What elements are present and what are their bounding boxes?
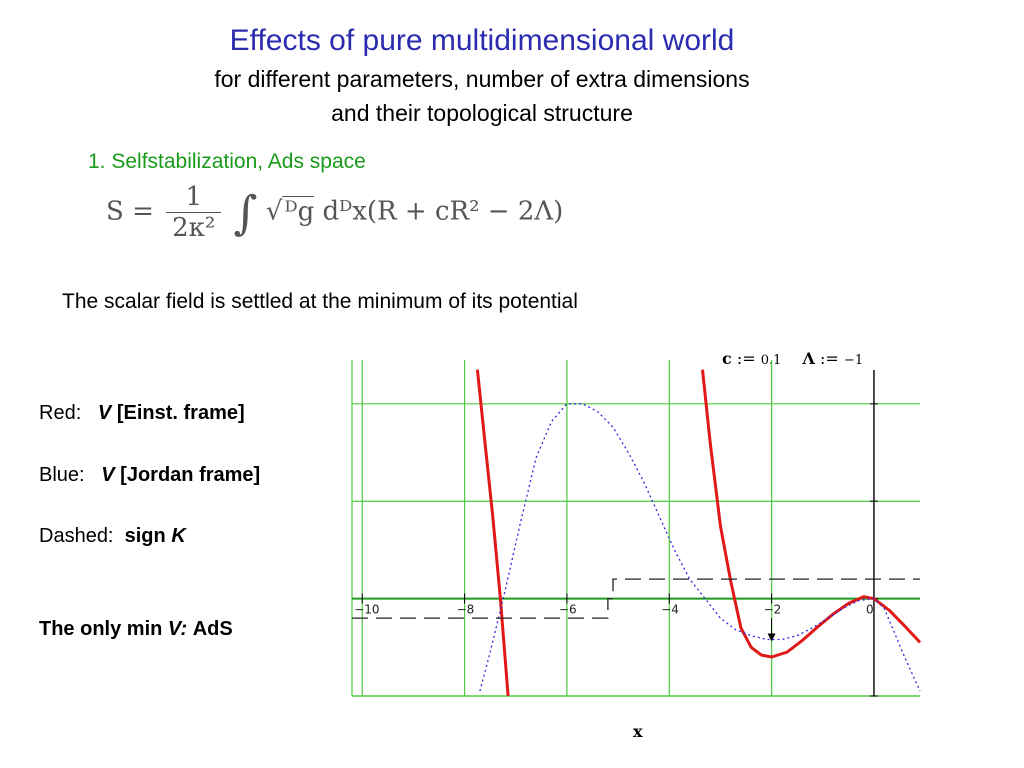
statement-text: The scalar field is settled at the minim…	[62, 290, 578, 313]
param-c-assign: :=	[736, 349, 756, 368]
action-formula: S = 1 2κ² ∫ √ᴰg dᴰx(R + cR² − 2Λ)	[106, 182, 563, 243]
x-tick-label: −10	[354, 603, 379, 617]
x-tick-label: −6	[559, 603, 577, 617]
x-tick-label: −8	[457, 603, 475, 617]
param-lambda-assign: :=	[820, 349, 839, 368]
legend-blue: Blue: V [Jordan frame]	[39, 464, 260, 487]
legend-blue-var: V	[101, 464, 115, 486]
parameter-readout: c := 0.1 Λ := −1	[722, 349, 879, 368]
conclusion-var: V:	[167, 618, 188, 640]
legend-dashed: Dashed: sign K	[39, 525, 186, 548]
legend-dashed-var: K	[171, 525, 186, 547]
legend-dashed-label: Dashed:	[39, 525, 114, 547]
legend-blue-label: Blue:	[39, 464, 85, 486]
x-tick-label: 0	[866, 603, 874, 617]
series-red-line	[475, 369, 510, 697]
formula-fraction: 1 2κ²	[166, 182, 222, 243]
param-lambda-value: −1	[843, 353, 864, 368]
legend-blue-desc: [Jordan frame]	[120, 464, 261, 486]
sqrt-sign: √	[265, 196, 283, 227]
integral-sign: ∫	[233, 185, 258, 240]
formula-body: dᴰx(R + cR² − 2Λ)	[322, 196, 564, 227]
legend-conclusion: The only min V: AdS	[39, 618, 233, 641]
conclusion-suffix: AdS	[192, 618, 233, 640]
x-tick-label: −4	[661, 603, 679, 617]
slide-title: Effects of pure multidimensional world	[229, 24, 735, 57]
series-dashed-line	[352, 578, 920, 619]
legend-red-var: V	[97, 402, 112, 424]
min-marker-arrow	[767, 633, 776, 642]
param-c-name: c	[722, 349, 732, 368]
conclusion-prefix: The only min	[39, 618, 163, 640]
x-tick-label: −2	[764, 603, 782, 617]
param-lambda-name: Λ	[802, 349, 815, 368]
slide-subtitle-line1: for different parameters, number of extr…	[214, 66, 750, 92]
series-red-line	[701, 369, 922, 659]
legend-dashed-desc: sign	[124, 525, 166, 547]
legend-red: Red: V [Einst. frame]	[39, 402, 245, 425]
slide-subtitle-line2: and their topological structure	[331, 100, 633, 126]
x-axis-label: x	[633, 722, 643, 741]
section-heading: 1. Selfstabilization, Ads space	[88, 150, 366, 173]
formula-root: ᴰg	[282, 195, 315, 227]
series-blue-line	[479, 403, 921, 692]
formula-numerator: 1	[166, 182, 222, 213]
formula-denominator: 2κ²	[172, 213, 216, 243]
formula-lhs: S =	[106, 196, 154, 227]
legend-red-label: Red:	[39, 402, 82, 424]
legend-red-desc: [Einst. frame]	[116, 402, 245, 424]
